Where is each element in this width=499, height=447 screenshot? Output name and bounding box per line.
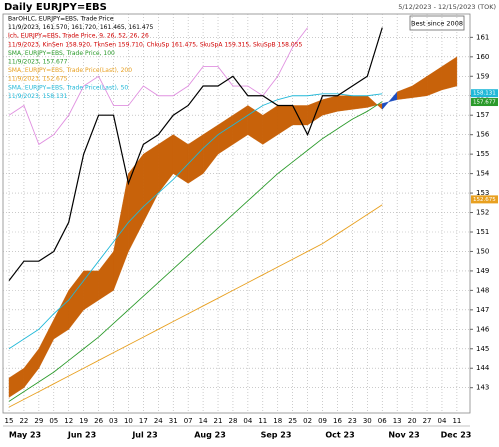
x-tick-label: 24 — [154, 417, 163, 425]
legend-entry: Ich, EURJPY=EBS, Trade Price, 9, 26, 52,… — [8, 33, 149, 40]
series-line — [8, 204, 383, 408]
x-tick-label: 23 — [348, 417, 357, 425]
legend-entry: SMA, EURJPY=EBS, Trade Price, 100 — [8, 50, 115, 57]
legend-entry: 11/9/2023, KinSen 158.920, TknSen 159.71… — [8, 41, 303, 48]
x-tick-label: 02 — [303, 417, 312, 425]
y-tick-label: 147 — [476, 306, 489, 314]
price-tag — [471, 98, 498, 107]
x-tick-label: 16 — [333, 417, 342, 425]
month-label: Jul 23 — [131, 431, 157, 440]
y-tick-label: 152 — [476, 209, 489, 217]
x-tick-label: 05 — [49, 417, 58, 425]
x-tick-label: 14 — [199, 417, 208, 425]
y-tick-label: 154 — [476, 170, 490, 178]
month-label: Aug 23 — [194, 431, 226, 440]
series-line — [8, 93, 383, 350]
x-tick-label: 09 — [318, 417, 327, 425]
x-tick-label: 27 — [423, 417, 432, 425]
y-tick-label: 156 — [476, 131, 490, 139]
x-tick-label: 21 — [214, 417, 223, 425]
price-tag-label: 152.675 — [473, 197, 496, 203]
x-tick-label: 20 — [408, 417, 417, 425]
y-tick-label: 143 — [476, 384, 489, 392]
y-tick-label: 160 — [476, 53, 489, 61]
x-tick-label: 17 — [139, 417, 148, 425]
legend-entry: 11/9/2023, 157.677 — [8, 59, 68, 66]
x-tick-label: 22 — [19, 417, 28, 425]
month-label: Sep 23 — [261, 431, 292, 440]
legend-entry: 11/9/2023, 158.131 — [8, 93, 68, 100]
x-tick-label: 10 — [124, 417, 133, 425]
best-button[interactable] — [409, 15, 465, 31]
x-tick-label: 11 — [452, 417, 461, 425]
x-tick-label: 15 — [5, 417, 14, 425]
legend-entry: 11/9/2023, 161.570, 161.720, 161.465, 16… — [8, 24, 153, 31]
x-tick-label: 13 — [393, 417, 402, 425]
series-line — [8, 27, 308, 146]
plot-frame — [2, 13, 471, 414]
legend-entry: BarOHLC, EURJPY=EBS, Trade Price — [8, 16, 114, 23]
y-tick-label: 151 — [476, 228, 489, 236]
x-tick-label: 18 — [273, 417, 282, 425]
price-tag-label: 157.677 — [473, 100, 496, 106]
x-tick-label: 04 — [438, 417, 447, 425]
y-tick-label: 153 — [476, 189, 489, 197]
series-line — [8, 101, 383, 402]
x-tick-label: 26 — [94, 417, 103, 425]
month-label: Nov 23 — [388, 431, 419, 440]
x-tick-label: 04 — [243, 417, 252, 425]
month-label: Oct 23 — [325, 431, 354, 440]
chart-title: Daily EURJPY=EBS — [4, 2, 107, 13]
month-label: Dec 23 — [441, 431, 472, 440]
price-tag — [471, 89, 498, 98]
x-tick-label: 28 — [228, 417, 237, 425]
y-tick-label: 155 — [476, 150, 489, 158]
y-tick-label: 145 — [476, 345, 489, 353]
ichimoku-cloud — [441, 56, 458, 91]
ichimoku-cloud — [337, 95, 353, 112]
month-label: Jun 23 — [67, 431, 96, 440]
date-range: 5/12/2023 - 12/15/2023 (TOK) — [398, 3, 496, 11]
x-tick-label: 03 — [109, 417, 118, 425]
x-tick-label: 11 — [258, 417, 267, 425]
x-tick-label: 29 — [34, 417, 43, 425]
month-label: May 23 — [9, 431, 41, 440]
legend-entry: SMA, EURJPY=EBS, Trade Price(Last), 200 — [8, 67, 132, 74]
series-line — [8, 27, 383, 282]
y-tick-label: 150 — [476, 247, 489, 255]
x-tick-label: 06 — [378, 417, 387, 425]
legend-entry: 11/9/2023, 152.675 — [8, 76, 68, 83]
y-tick-label: 148 — [476, 286, 489, 294]
price-tag — [471, 195, 498, 204]
x-tick-label: 30 — [363, 417, 372, 425]
y-tick-label: 149 — [476, 267, 489, 275]
best-button-label[interactable]: Best since 2008 — [411, 20, 463, 28]
x-tick-label: 25 — [288, 417, 297, 425]
y-tick-label: 161 — [476, 33, 489, 41]
x-tick-label: 12 — [64, 417, 73, 425]
ichimoku-cloud — [352, 95, 368, 110]
legend-entry: SMA, EURJPY=EBS, Trade Price(Last), 50 — [8, 84, 128, 91]
x-tick-label: 31 — [169, 417, 178, 425]
x-tick-label: 07 — [184, 417, 193, 425]
x-tick-label: 19 — [79, 417, 88, 425]
y-tick-label: 157 — [476, 111, 489, 119]
y-tick-label: 159 — [476, 72, 489, 80]
price-tag-label: 158.131 — [473, 91, 496, 97]
ichimoku-cloud — [292, 105, 308, 126]
y-tick-label: 144 — [476, 364, 490, 372]
y-tick-label: 146 — [476, 325, 490, 333]
